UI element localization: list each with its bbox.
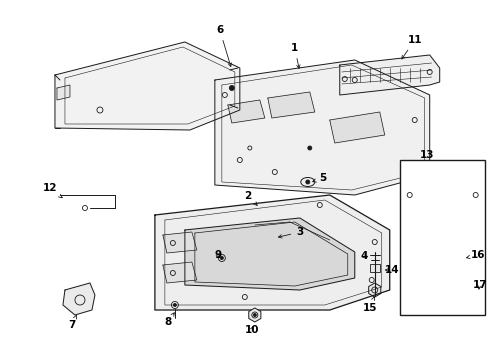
Polygon shape [163, 262, 197, 283]
Bar [451, 276, 459, 306]
Polygon shape [63, 283, 95, 315]
Text: 15: 15 [362, 297, 376, 313]
Text: 4: 4 [359, 251, 366, 261]
Text: 17: 17 [471, 280, 486, 290]
Circle shape [305, 180, 309, 184]
Bar [441, 276, 449, 306]
Text: 2: 2 [244, 191, 257, 205]
Text: 8: 8 [164, 313, 174, 327]
Bar [425, 184, 434, 224]
Bar [411, 276, 419, 306]
Text: 3: 3 [278, 227, 303, 238]
Polygon shape [57, 85, 70, 100]
Circle shape [307, 146, 311, 150]
Polygon shape [329, 112, 384, 143]
Polygon shape [155, 195, 389, 310]
Text: 12: 12 [42, 183, 62, 198]
Bar [431, 276, 439, 306]
Text: 1: 1 [290, 43, 299, 68]
Ellipse shape [300, 177, 314, 186]
Bar [413, 184, 422, 224]
Text: 10: 10 [244, 325, 259, 335]
Polygon shape [227, 100, 264, 123]
Polygon shape [404, 272, 477, 312]
Circle shape [220, 256, 223, 260]
Polygon shape [163, 232, 197, 253]
Bar [461, 276, 468, 306]
Polygon shape [368, 283, 380, 297]
Bar [449, 184, 458, 224]
Text: 7: 7 [68, 315, 77, 330]
Text: 6: 6 [216, 25, 231, 67]
Polygon shape [184, 218, 354, 290]
Text: 14: 14 [384, 265, 398, 275]
Polygon shape [403, 170, 481, 244]
Text: 9: 9 [214, 250, 221, 260]
Text: 11: 11 [401, 35, 421, 59]
Bar [411, 182, 471, 227]
Text: 16: 16 [466, 250, 484, 260]
Polygon shape [410, 250, 463, 267]
Bar [369, 264, 379, 272]
Text: 5: 5 [312, 173, 325, 183]
Polygon shape [267, 92, 314, 118]
Bar [399, 160, 484, 315]
Polygon shape [339, 55, 439, 95]
Polygon shape [214, 60, 429, 195]
Circle shape [253, 314, 256, 316]
Bar [421, 276, 429, 306]
Text: 13: 13 [419, 150, 433, 160]
Polygon shape [55, 42, 239, 130]
Circle shape [173, 303, 176, 306]
Bar [461, 184, 470, 224]
Bar [437, 184, 446, 224]
Circle shape [229, 86, 234, 90]
